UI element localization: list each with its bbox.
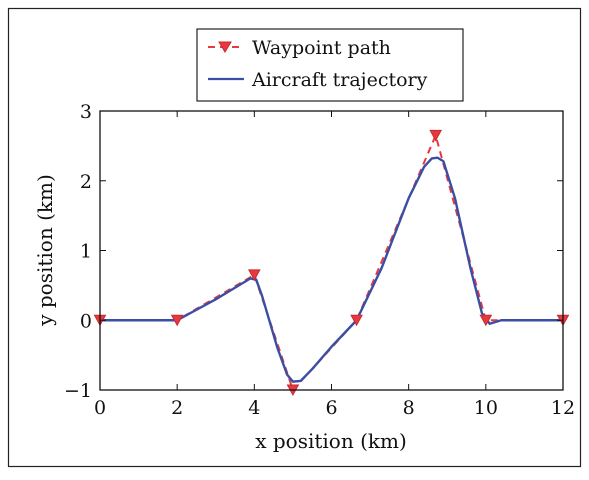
legend: Waypoint path Aircraft trajectory [197,29,463,101]
y-tick-label: −1 [64,380,92,402]
legend-waypoint-label: Waypoint path [252,37,391,59]
y-tick-label: 3 [80,101,92,123]
x-tick-label: 8 [403,397,415,419]
y-tick-label: 2 [80,171,92,193]
x-tick-label: 10 [474,397,498,419]
x-tick-label: 0 [94,397,106,419]
x-tick-label: 6 [325,397,337,419]
x-tick-label: 2 [171,397,183,419]
y-tick-label: 0 [80,310,92,332]
x-axis-title: x position (km) [255,429,407,453]
x-tick-label: 12 [551,397,575,419]
y-axis-title: y position (km) [33,174,57,327]
y-tick-label: 1 [80,241,92,263]
x-tick-label: 4 [248,397,260,419]
legend-trajectory-label: Aircraft trajectory [251,69,428,91]
